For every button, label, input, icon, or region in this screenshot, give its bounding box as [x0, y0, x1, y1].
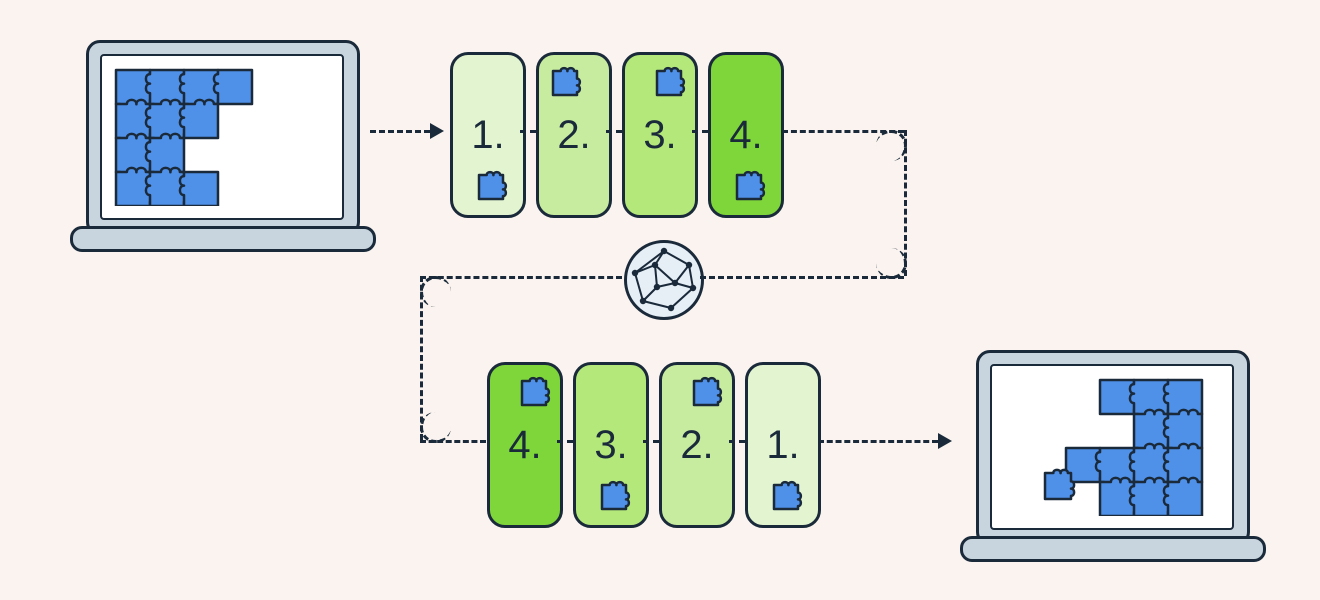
- bottom_row-step-4: 4.: [487, 362, 563, 528]
- laptop-dest-base: [960, 536, 1266, 562]
- globe-network-icon: [627, 243, 701, 317]
- connector-10: [557, 440, 573, 443]
- step-puzzle-icon: [729, 167, 769, 207]
- laptop-dest-screen: [990, 364, 1234, 530]
- connector-3: [692, 130, 708, 133]
- step-puzzle-icon: [649, 63, 689, 103]
- connector-11: [643, 440, 659, 443]
- connector-corner: [420, 276, 451, 307]
- connector-13: [818, 440, 938, 443]
- laptop-source-base: [70, 226, 376, 252]
- bottom_row-step-3: 3.: [573, 362, 649, 528]
- dest-puzzle-cluster: [1062, 376, 1222, 516]
- top_row-step-1: 1.: [450, 52, 526, 218]
- step-label: 2.: [557, 113, 590, 158]
- connector-2: [606, 130, 622, 133]
- connector-6: [700, 276, 904, 279]
- arrowhead-right: [430, 123, 444, 139]
- connector-1: [520, 130, 536, 133]
- dest-puzzle-loose: [1038, 466, 1078, 506]
- bottom_row-step-2: 2.: [659, 362, 735, 528]
- laptop-source-screen: [100, 54, 344, 220]
- arrowhead-right: [938, 433, 952, 449]
- laptop-source: [70, 40, 370, 250]
- step-puzzle-icon: [471, 167, 511, 207]
- step-label: 3.: [643, 113, 676, 158]
- top_row-step-4: 4.: [708, 52, 784, 218]
- step-puzzle-icon: [766, 477, 806, 517]
- connector-0: [370, 130, 430, 133]
- step-label: 3.: [594, 423, 627, 468]
- bottom_row-step-1: 1.: [745, 362, 821, 528]
- step-label: 4.: [508, 423, 541, 468]
- top_row-step-3: 3.: [622, 52, 698, 218]
- globe-icon: [624, 240, 704, 320]
- connector-corner: [876, 130, 907, 161]
- laptop-dest: [960, 350, 1260, 560]
- step-label: 4.: [729, 113, 762, 158]
- step-label: 1.: [766, 423, 799, 468]
- connector-corner: [420, 412, 451, 443]
- connector-7: [420, 276, 622, 279]
- step-label: 1.: [471, 113, 504, 158]
- step-puzzle-icon: [514, 373, 554, 413]
- step-label: 2.: [680, 423, 713, 468]
- step-puzzle-icon: [686, 373, 726, 413]
- source-puzzle-cluster: [112, 66, 272, 206]
- top_row-step-2: 2.: [536, 52, 612, 218]
- step-puzzle-icon: [594, 477, 634, 517]
- step-puzzle-icon: [545, 63, 585, 103]
- connector-corner: [876, 248, 907, 279]
- connector-12: [729, 440, 745, 443]
